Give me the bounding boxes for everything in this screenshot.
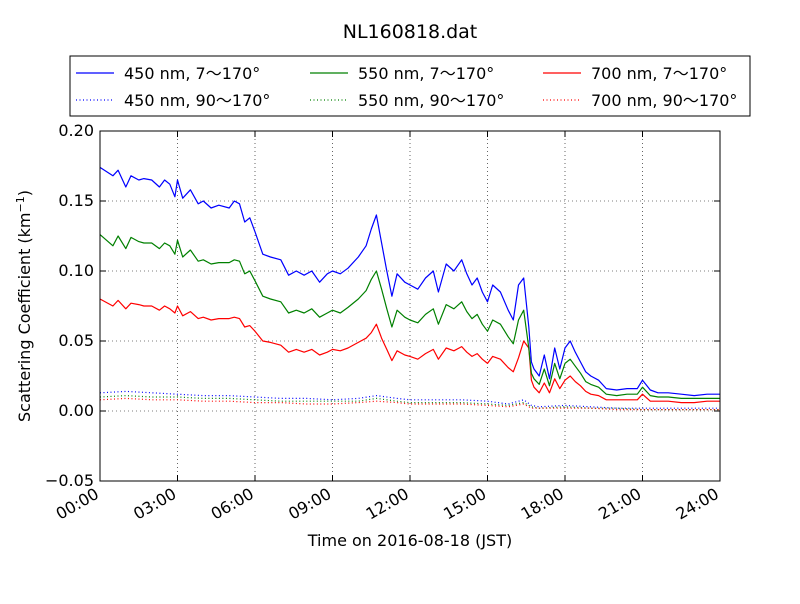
x-tick-label: 24:00 — [673, 484, 722, 524]
legend-label-2: 550 nm, 7～170° — [358, 64, 494, 83]
series-layer — [99, 166, 720, 411]
y-tick-label: 0.10 — [58, 261, 94, 280]
series-line-4 — [99, 390, 720, 409]
series-line-5 — [99, 395, 720, 411]
y-tick-labels: −0.05 0.00 0.05 0.10 0.15 0.20 — [45, 121, 94, 490]
grid-lines — [100, 131, 720, 481]
legend: 450 nm, 7～170° 450 nm, 90～170° 550 nm, 7～1… — [69, 55, 751, 117]
y-tick-label: 0.05 — [58, 331, 94, 350]
legend-label-6: 700 nm, 90～170° — [591, 91, 737, 110]
series-line-1 — [99, 166, 720, 397]
y-tick-label: 0.15 — [58, 191, 94, 210]
series-line-6 — [99, 397, 720, 411]
x-tick-label: 09:00 — [285, 484, 334, 524]
legend-label-1: 450 nm, 7～170° — [124, 64, 260, 83]
x-tick-label: 03:00 — [130, 484, 179, 524]
legend-label-5: 550 nm, 90～170° — [358, 91, 504, 110]
series-line-3 — [99, 298, 720, 404]
legend-label-3: 700 nm, 7～170° — [591, 64, 727, 83]
series-line-2 — [99, 234, 720, 399]
x-tick-label: 06:00 — [208, 484, 257, 524]
axis-ticks — [99, 130, 721, 482]
y-axis-label-close: ) — [15, 190, 34, 196]
x-tick-labels: 00:00 03:00 06:00 09:00 12:00 15:00 18:00 21:00… — [53, 484, 722, 524]
x-tick-label: 15:00 — [440, 484, 489, 524]
y-axis-label: Scattering Coefficient (km−1) — [14, 190, 35, 422]
x-tick-label: 18:00 — [518, 484, 567, 524]
legend-label-4: 450 nm, 90～170° — [124, 91, 270, 110]
chart-title: NL160818.dat — [343, 21, 478, 43]
x-tick-label: 21:00 — [595, 484, 644, 524]
legend-items: 450 nm, 7～170° 450 nm, 90～170° 550 nm, 7～1… — [76, 64, 737, 110]
x-tick-label: 12:00 — [363, 484, 412, 524]
legend-box — [69, 55, 751, 117]
y-tick-label: −0.05 — [45, 471, 94, 490]
x-axis-label: Time on 2016-08-18 (JST) — [307, 531, 512, 550]
y-axis-label-sup: −1 — [14, 196, 27, 212]
y-tick-label: 0.00 — [58, 401, 94, 420]
y-axis-label-main: Scattering Coefficient (km — [15, 212, 34, 422]
y-tick-label: 0.20 — [58, 121, 94, 140]
